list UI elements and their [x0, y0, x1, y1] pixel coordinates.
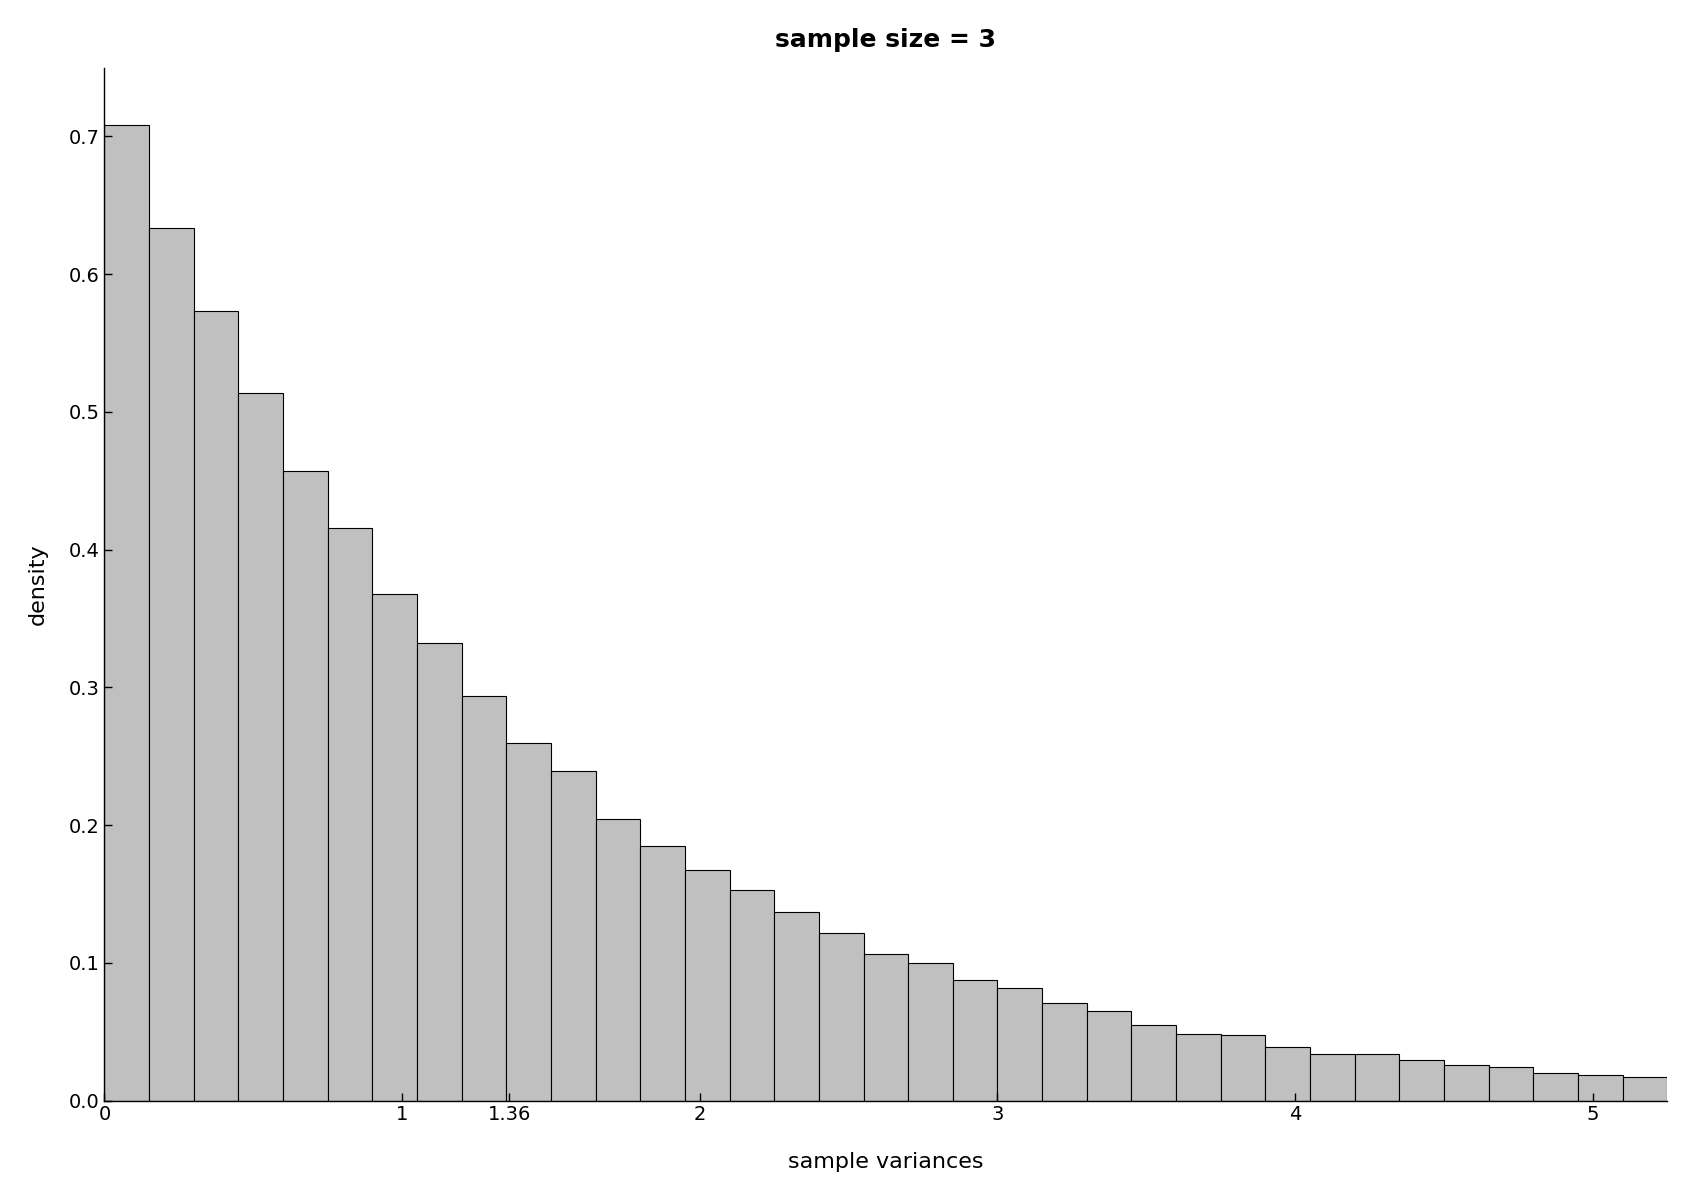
- Bar: [1220, 1036, 1266, 1100]
- Bar: [283, 470, 327, 1100]
- Bar: [373, 594, 417, 1100]
- Bar: [1132, 1025, 1176, 1100]
- Bar: [1534, 1073, 1578, 1100]
- Bar: [193, 311, 239, 1100]
- Bar: [595, 820, 641, 1100]
- Bar: [1622, 1078, 1668, 1100]
- Bar: [1400, 1060, 1444, 1100]
- Y-axis label: density: density: [27, 544, 47, 625]
- Bar: [105, 125, 149, 1100]
- Bar: [863, 954, 909, 1100]
- Bar: [909, 962, 953, 1100]
- Bar: [1086, 1012, 1132, 1100]
- Bar: [551, 772, 595, 1100]
- Title: sample size = 3: sample size = 3: [775, 28, 997, 52]
- Bar: [507, 743, 551, 1100]
- Bar: [1578, 1075, 1622, 1100]
- Bar: [1042, 1003, 1086, 1100]
- Bar: [461, 696, 507, 1100]
- Bar: [819, 934, 863, 1100]
- Bar: [417, 643, 461, 1100]
- Bar: [239, 392, 283, 1100]
- Bar: [1444, 1066, 1488, 1100]
- Bar: [775, 912, 819, 1100]
- Bar: [1266, 1048, 1310, 1100]
- Bar: [953, 980, 997, 1100]
- Bar: [641, 846, 685, 1100]
- Bar: [1488, 1067, 1534, 1100]
- Bar: [1310, 1055, 1354, 1100]
- Bar: [685, 870, 729, 1100]
- Bar: [1354, 1054, 1400, 1100]
- Bar: [149, 228, 193, 1100]
- Bar: [327, 528, 373, 1100]
- Bar: [997, 988, 1042, 1100]
- Bar: [729, 890, 775, 1100]
- Bar: [1176, 1033, 1220, 1100]
- X-axis label: sample variances: sample variances: [788, 1152, 983, 1172]
